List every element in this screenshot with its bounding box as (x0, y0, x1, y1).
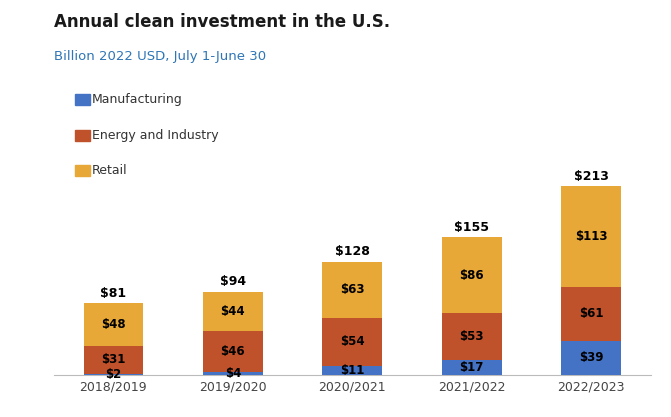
Bar (203, 372, 263, 375)
Text: $86: $86 (460, 269, 484, 281)
Bar (442, 313, 502, 360)
Text: $4: $4 (225, 367, 241, 380)
Text: $39: $39 (579, 352, 603, 364)
Text: $213: $213 (574, 170, 609, 183)
Text: Billion 2022 USD, July 1-June 30: Billion 2022 USD, July 1-June 30 (54, 50, 266, 63)
Text: $128: $128 (335, 245, 370, 258)
Bar (561, 286, 621, 341)
Text: $155: $155 (454, 221, 489, 234)
Text: Retail: Retail (92, 164, 127, 177)
Text: $46: $46 (221, 345, 245, 358)
Bar (561, 186, 621, 286)
Text: Annual clean investment in the U.S.: Annual clean investment in the U.S. (54, 13, 390, 30)
Text: $11: $11 (340, 364, 364, 377)
Bar (83, 346, 144, 374)
Text: Manufacturing: Manufacturing (92, 93, 183, 106)
Bar (203, 292, 263, 331)
Text: $81: $81 (101, 287, 126, 300)
Bar (442, 360, 502, 375)
Text: $63: $63 (340, 283, 364, 296)
Text: $53: $53 (460, 330, 484, 343)
Text: $17: $17 (460, 361, 484, 374)
Bar (323, 318, 382, 366)
Text: Energy and Industry: Energy and Industry (92, 128, 219, 141)
Bar (83, 304, 144, 346)
Bar (203, 331, 263, 372)
Text: $31: $31 (101, 353, 125, 366)
Bar (561, 341, 621, 375)
Bar (323, 366, 382, 375)
Bar (323, 262, 382, 318)
Text: $113: $113 (575, 230, 607, 243)
Text: $2: $2 (105, 368, 121, 381)
Text: $48: $48 (101, 318, 125, 331)
Bar (83, 374, 144, 375)
Text: $54: $54 (340, 335, 364, 348)
Text: $44: $44 (221, 305, 245, 318)
Bar (442, 237, 502, 313)
Text: $61: $61 (579, 307, 603, 320)
Text: $94: $94 (220, 275, 246, 288)
